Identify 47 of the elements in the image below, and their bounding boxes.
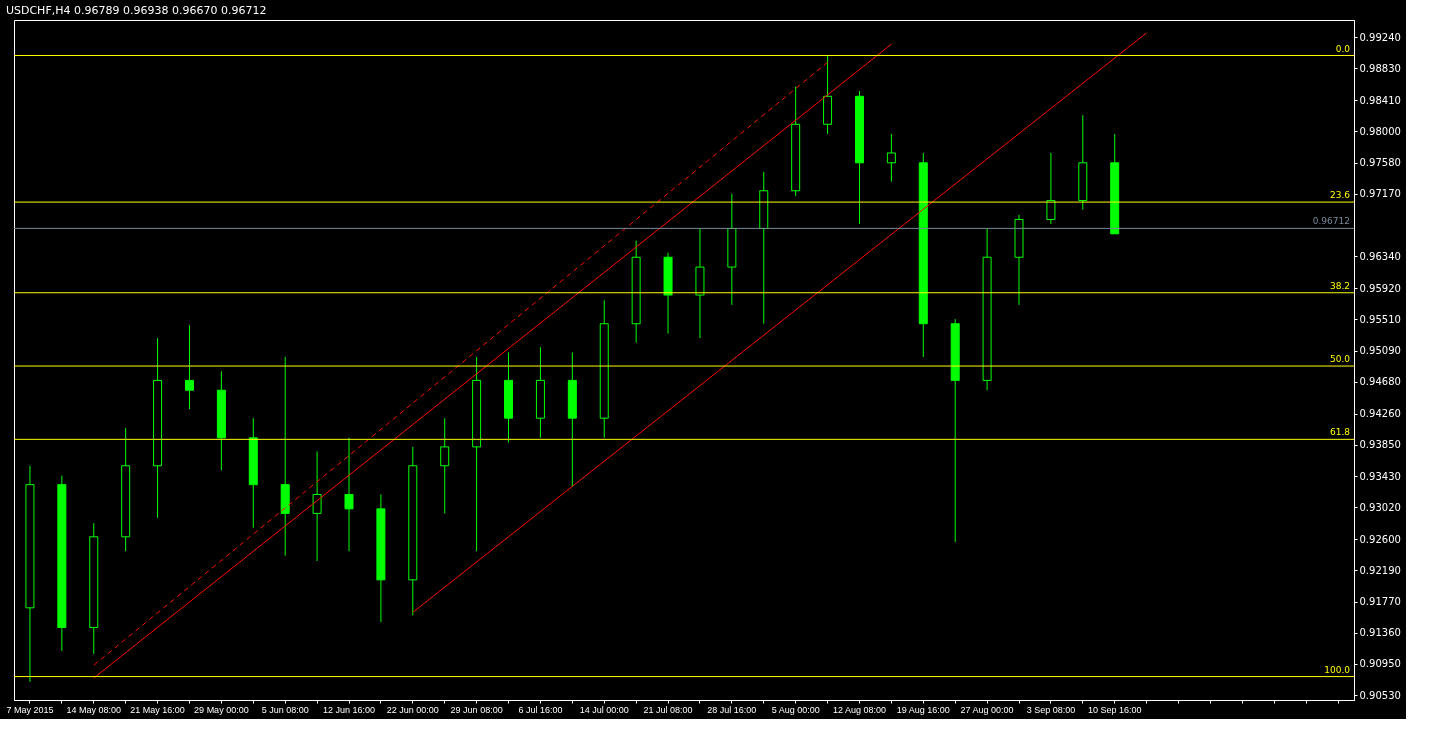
y-tick-label: 0.98000 [1359,125,1401,137]
y-tick-label: 0.91770 [1359,596,1401,608]
x-tick-label: 14 Jul 00:00 [579,704,629,715]
x-tick-label: 29 Jun 08:00 [450,704,503,715]
y-tick-label: 0.92600 [1359,533,1401,545]
y-tick-label: 0.97580 [1359,157,1401,169]
annotation: 23.6 [1329,190,1351,201]
x-tick-label: 7 May 2015 [6,704,54,715]
y-tick-label: 0.95510 [1359,313,1401,325]
annotation: 0.0 [1335,43,1351,54]
y-tick-label: 0.90950 [1359,658,1401,670]
x-tick-label: 6 Jul 16:00 [518,704,563,715]
y-tick-label: 0.99240 [1359,31,1401,43]
x-tick-label: 29 May 00:00 [194,704,249,715]
x-tick-label: 3 Sep 08:00 [1026,704,1076,715]
y-tick-label: 0.93850 [1359,439,1401,451]
x-tick-label: 10 Sep 16:00 [1087,704,1142,715]
x-tick-label: 5 Jun 08:00 [261,704,309,715]
x-tick-label: 21 Jul 08:00 [643,704,693,715]
annotation: 38.2 [1329,280,1350,291]
y-tick-label: 0.90530 [1359,689,1401,701]
chart-title: USDCHF,H4 0.96789 0.96938 0.96670 0.96712 [5,4,267,17]
x-tick-label: 21 May 16:00 [130,704,185,715]
y-tick-label: 0.94260 [1359,408,1401,420]
x-tick-label: 12 Aug 08:00 [832,704,887,715]
y-tick-label: 0.92190 [1359,564,1401,576]
y-tick-label: 0.91360 [1359,627,1401,639]
y-tick-label: 0.96340 [1359,250,1401,262]
x-tick-label: 22 Jun 00:00 [386,704,439,715]
y-tick-label: 0.95090 [1359,345,1401,357]
y-tick-label: 0.93020 [1359,501,1401,513]
annotation: 61.8 [1329,427,1351,438]
x-tick-label: 19 Aug 16:00 [896,704,950,715]
annotation: 50.0 [1329,354,1351,365]
ref-line-label: 0.96712 [1312,216,1350,227]
y-tick-label: 0.95920 [1359,282,1401,294]
x-tick-label: 28 Jul 16:00 [707,704,757,715]
y-tick-label: 0.98830 [1359,62,1401,74]
y-tick-label: 0.98410 [1359,94,1401,106]
annotation: 100.0 [1324,664,1351,675]
y-tick-label: 0.97170 [1359,188,1401,200]
x-tick-label: 12 Jun 16:00 [322,704,376,715]
x-tick-label: 5 Aug 00:00 [771,704,820,715]
y-tick-label: 0.93430 [1359,470,1401,482]
x-tick-label: 14 May 08:00 [66,704,122,715]
y-tick-label: 0.94680 [1359,376,1401,388]
x-tick-label: 27 Aug 00:00 [960,704,1014,715]
